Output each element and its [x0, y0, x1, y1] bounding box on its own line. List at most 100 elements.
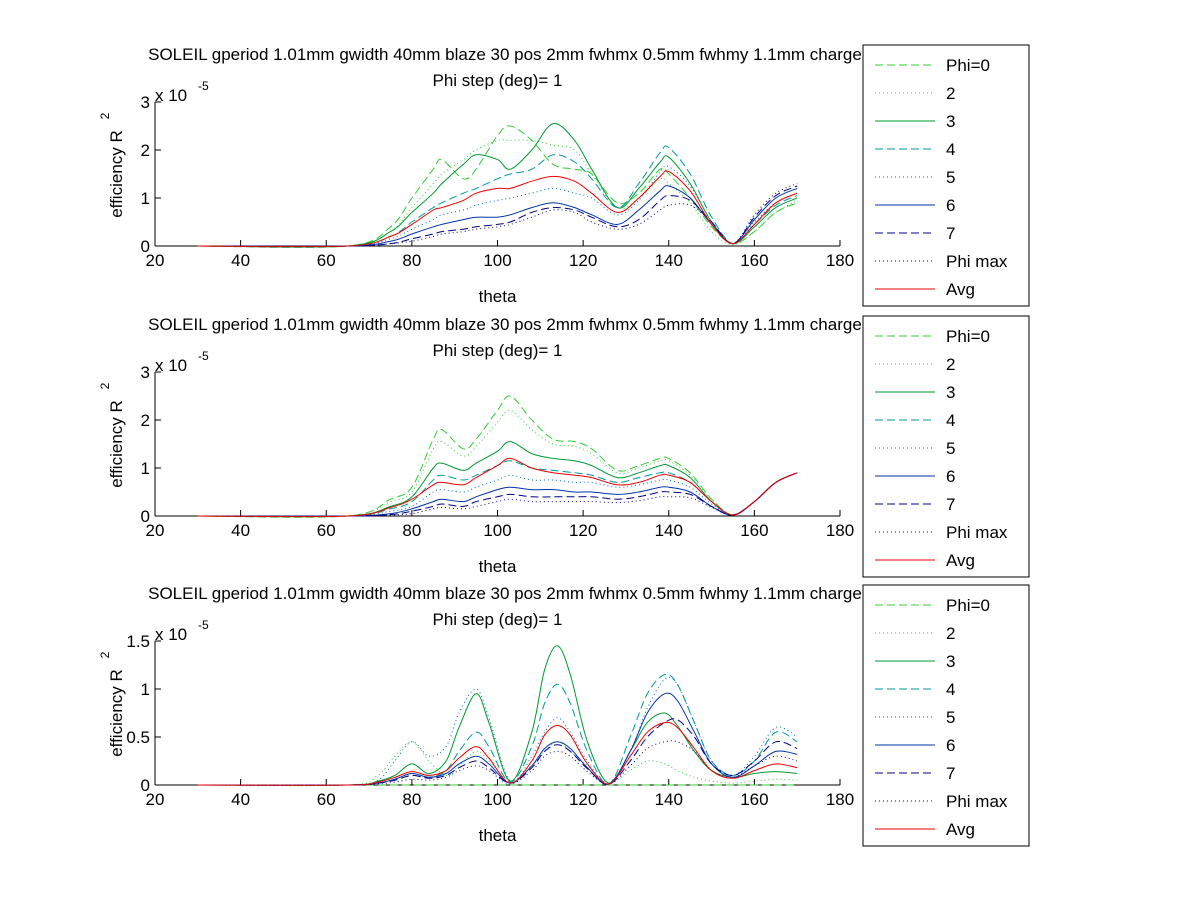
- y-axis-label-superscript: 2: [98, 382, 112, 389]
- legend-label: 3: [946, 652, 955, 671]
- x-tick-label: 40: [231, 521, 250, 540]
- series-lines: [197, 395, 798, 518]
- x-tick-label: 160: [740, 521, 768, 540]
- legend: Phi=0 2 3 4 5 6 7 Phi max Avg: [862, 584, 1030, 847]
- y-exponent-superscript: -5: [198, 349, 209, 363]
- series-line-8: [197, 472, 798, 517]
- series-line-9: [197, 457, 798, 518]
- y-tick-label: 0: [141, 776, 150, 795]
- y-axis-label: efficiency R: [107, 669, 126, 757]
- x-tick-label: 140: [655, 251, 683, 270]
- legend-label: Avg: [946, 820, 975, 839]
- series-line-3: [197, 441, 798, 518]
- legend-label: Phi max: [946, 252, 1008, 271]
- x-tick-label: 180: [826, 521, 854, 540]
- x-tick-label: 80: [402, 790, 421, 809]
- chart-title: SOLEIL gperiod 1.01mm gwidth 40mm blaze …: [148, 45, 981, 64]
- y-axis-label-superscript: 2: [98, 651, 112, 658]
- x-tick-label: 60: [317, 521, 336, 540]
- legend-label: 3: [946, 112, 955, 131]
- y-tick-label: 0: [141, 237, 150, 256]
- legend-label: 6: [946, 196, 955, 215]
- y-tick-label: 1.5: [126, 632, 150, 651]
- y-tick-label: 3: [141, 93, 150, 112]
- series-line-4: [197, 673, 798, 786]
- x-tick-label: 140: [655, 521, 683, 540]
- x-tick-label: 180: [826, 251, 854, 270]
- legend-label: 5: [946, 439, 955, 458]
- series-line-6: [197, 472, 798, 517]
- legend: Phi=0 2 3 4 5 6 7 Phi max Avg: [862, 44, 1030, 307]
- x-tick-label: 160: [740, 251, 768, 270]
- chart-subtitle: Phi step (deg)= 1: [433, 610, 563, 629]
- series-line-7: [197, 185, 798, 247]
- y-tick-label: 1: [141, 189, 150, 208]
- y-axis-label: efficiency R: [107, 400, 126, 488]
- subplot-1: SOLEIL gperiod 1.01mm gwidth 40mm blaze …: [98, 44, 1030, 307]
- series-line-5: [197, 676, 798, 786]
- legend-label: 7: [946, 495, 955, 514]
- series-line-3: [197, 123, 798, 248]
- series-lines: [197, 645, 798, 787]
- series-line-5: [197, 472, 798, 517]
- legend-label: Phi max: [946, 523, 1008, 542]
- legend-label: Avg: [946, 551, 975, 570]
- subplot-3: SOLEIL gperiod 1.01mm gwidth 40mm blaze …: [98, 584, 1030, 847]
- y-tick-label: 0.5: [126, 728, 150, 747]
- x-tick-label: 100: [483, 790, 511, 809]
- x-axis-label: theta: [479, 287, 517, 306]
- legend-label: 7: [946, 224, 955, 243]
- legend-label: Phi=0: [946, 56, 990, 75]
- legend-label: 4: [946, 411, 955, 430]
- legend-label: 2: [946, 624, 955, 643]
- series-line-1: [197, 125, 798, 248]
- y-tick-label: 1: [141, 680, 150, 699]
- x-tick-label: 160: [740, 790, 768, 809]
- x-tick-label: 180: [826, 790, 854, 809]
- series-line-7: [197, 718, 798, 786]
- series-line-1: [197, 395, 798, 518]
- legend-label: 4: [946, 140, 955, 159]
- legend-label: 3: [946, 383, 955, 402]
- y-tick-label: 1: [141, 459, 150, 478]
- legend-label: 6: [946, 736, 955, 755]
- y-tick-label: 2: [141, 141, 150, 160]
- x-tick-label: 60: [317, 790, 336, 809]
- legend-label: Avg: [946, 280, 975, 299]
- y-exponent-label: x 10: [155, 625, 187, 644]
- legend-label: Phi=0: [946, 327, 990, 346]
- series-line-2: [197, 409, 798, 518]
- x-tick-label: 20: [146, 790, 165, 809]
- y-axis-label-superscript: 2: [98, 112, 112, 119]
- series-line-7: [197, 472, 798, 517]
- y-axis-label: efficiency R: [107, 130, 126, 218]
- legend-label: 4: [946, 680, 955, 699]
- series-line-5: [197, 165, 798, 248]
- legend-label: 6: [946, 467, 955, 486]
- y-tick-label: 0: [141, 507, 150, 526]
- y-exponent-superscript: -5: [198, 79, 209, 93]
- legend-box: [862, 584, 1030, 847]
- y-exponent-label: x 10: [155, 356, 187, 375]
- series-line-2: [197, 139, 798, 248]
- x-tick-label: 80: [402, 251, 421, 270]
- series-line-4: [197, 145, 798, 248]
- legend-label: 7: [946, 764, 955, 783]
- x-tick-label: 140: [655, 790, 683, 809]
- legend-label: 2: [946, 84, 955, 103]
- x-tick-label: 20: [146, 521, 165, 540]
- x-tick-label: 120: [569, 790, 597, 809]
- x-tick-label: 20: [146, 251, 165, 270]
- y-exponent-superscript: -5: [198, 618, 209, 632]
- subplot-2: SOLEIL gperiod 1.01mm gwidth 40mm blaze …: [98, 315, 1030, 578]
- legend-label: 5: [946, 168, 955, 187]
- series-line-3: [197, 645, 798, 786]
- legend-label: 2: [946, 355, 955, 374]
- series-line-9: [197, 721, 798, 786]
- legend-box: [862, 315, 1030, 578]
- chart-title: SOLEIL gperiod 1.01mm gwidth 40mm blaze …: [148, 315, 981, 334]
- x-tick-label: 120: [569, 251, 597, 270]
- legend-label: Phi=0: [946, 596, 990, 615]
- x-tick-label: 120: [569, 521, 597, 540]
- legend-label: 5: [946, 708, 955, 727]
